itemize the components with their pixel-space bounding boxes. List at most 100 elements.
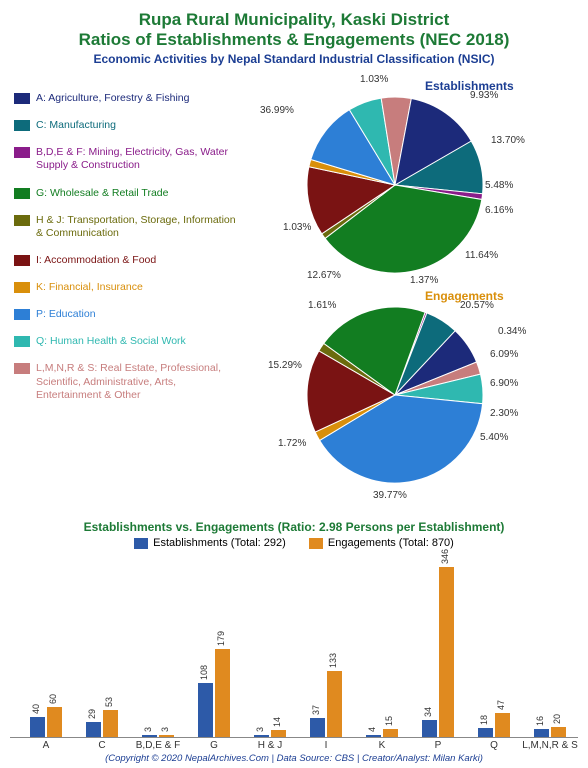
bar-value: 20 [552, 714, 562, 724]
bar-value: 108 [199, 665, 209, 680]
bar-value: 179 [216, 631, 226, 646]
pie-svg [307, 97, 483, 273]
legend-swatch [14, 363, 30, 374]
bar-value: 3 [255, 727, 265, 732]
bar-category-label: P [410, 740, 466, 751]
legend-swatch [14, 147, 30, 158]
legend-item: A: Agriculture, Forestry & Fishing [14, 92, 239, 105]
subtitle: Economic Activities by Nepal Standard In… [0, 52, 588, 66]
legend-text: P: Education [36, 308, 96, 321]
legend-item: P: Education [14, 308, 239, 321]
bar-est [310, 718, 325, 736]
bar-est [366, 735, 381, 737]
legend-item: G: Wholesale & Retail Trade [14, 187, 239, 200]
bar-value: 133 [328, 653, 338, 668]
title-line2: Ratios of Establishments & Engagements (… [0, 30, 588, 50]
bar-est [422, 720, 437, 737]
bar-est [30, 717, 45, 737]
footer: (Copyright © 2020 NepalArchives.Com | Da… [0, 753, 588, 764]
bar-value: 60 [48, 694, 58, 704]
legend-swatch [14, 215, 30, 226]
bar-value: 4 [367, 727, 377, 732]
bar-category-label: I [298, 740, 354, 751]
legend-item: C: Manufacturing [14, 119, 239, 132]
bar-est [478, 728, 493, 737]
legend-item: B,D,E & F: Mining, Electricity, Gas, Wat… [14, 146, 239, 172]
bar-eng [159, 735, 174, 736]
pie-label: 1.03% [283, 222, 311, 233]
bar-legend: Establishments (Total: 292) Engagements … [10, 537, 578, 552]
bar-legend-est: Establishments (Total: 292) [134, 537, 286, 549]
legend-item: L,M,N,R & S: Real Estate, Professional, … [14, 362, 239, 401]
bar-eng [439, 567, 454, 737]
pie-label: 13.70% [491, 135, 525, 146]
pie-label: 1.72% [278, 438, 306, 449]
legend-item: K: Financial, Insurance [14, 281, 239, 294]
bar-value: 47 [496, 700, 506, 710]
bar-est [534, 729, 549, 737]
bar-category-label: A [18, 740, 74, 751]
legend-text: L,M,N,R & S: Real Estate, Professional, … [36, 362, 239, 401]
bar-section: Establishments vs. Engagements (Ratio: 2… [10, 520, 578, 756]
legend-item: H & J: Transportation, Storage, Informat… [14, 214, 239, 240]
bar-category-label: C [74, 740, 130, 751]
bar-eng [271, 730, 286, 737]
legend-text: I: Accommodation & Food [36, 254, 156, 267]
bar-value: 29 [87, 709, 97, 719]
bar-value: 3 [143, 727, 153, 732]
legend-swatch [14, 255, 30, 266]
title-block: Rupa Rural Municipality, Kaski District … [0, 0, 588, 66]
bar-value: 40 [31, 704, 41, 714]
legend-swatch [14, 188, 30, 199]
legend-swatch [14, 309, 30, 320]
bar-eng [327, 671, 342, 736]
legend-text: Q: Human Health & Social Work [36, 335, 186, 348]
bar-est [142, 735, 157, 736]
pie-label: 15.29% [268, 360, 302, 371]
bar-value: 3 [160, 727, 170, 732]
pie-label: 1.61% [308, 300, 336, 311]
pie-label: 1.03% [360, 74, 388, 85]
pie-label: 9.93% [470, 90, 498, 101]
bar-category-label: H & J [242, 740, 298, 751]
bar-value: 37 [311, 705, 321, 715]
bar-category-label: L,M,N,R & S [522, 740, 578, 751]
bar-title: Establishments vs. Engagements (Ratio: 2… [10, 520, 578, 534]
legend-text: K: Financial, Insurance [36, 281, 143, 294]
bar-legend-eng-label: Engagements (Total: 870) [328, 537, 454, 549]
bar-category-label: K [354, 740, 410, 751]
legend-swatch [14, 282, 30, 293]
bar-chart: 4060295333108179314371334153434618471620 [10, 558, 578, 738]
bar-eng [383, 729, 398, 736]
bar-eng [551, 727, 566, 737]
title-line1: Rupa Rural Municipality, Kaski District [0, 10, 588, 30]
pie-label: 12.67% [307, 270, 341, 281]
bar-category-label: G [186, 740, 242, 751]
bar-eng [103, 710, 118, 736]
legend-item: I: Accommodation & Food [14, 254, 239, 267]
bar-legend-eng: Engagements (Total: 870) [309, 537, 454, 549]
pie-label: 20.57% [460, 300, 494, 311]
bar-value: 15 [384, 716, 394, 726]
bar-est [86, 722, 101, 736]
bar-value: 34 [423, 707, 433, 717]
bar-swatch-eng [309, 538, 323, 549]
legend-text: B,D,E & F: Mining, Electricity, Gas, Wat… [36, 146, 239, 172]
bar-value: 18 [479, 715, 489, 725]
bar-category-label: Q [466, 740, 522, 751]
pie-label: 39.77% [373, 490, 407, 501]
bar-value: 16 [535, 716, 545, 726]
bar-est [198, 683, 213, 736]
bar-value: 53 [104, 697, 114, 707]
bar-eng [495, 713, 510, 736]
legend-text: H & J: Transportation, Storage, Informat… [36, 214, 239, 240]
pie-label: 0.34% [498, 326, 526, 337]
bar-value: 14 [272, 717, 282, 727]
pie-label: 36.99% [260, 105, 294, 116]
pie-label: 5.48% [485, 180, 513, 191]
bar-value: 346 [440, 548, 450, 563]
pie-svg [307, 307, 483, 483]
pie-label: 2.30% [490, 408, 518, 419]
legend-swatch [14, 93, 30, 104]
legend-text: A: Agriculture, Forestry & Fishing [36, 92, 189, 105]
